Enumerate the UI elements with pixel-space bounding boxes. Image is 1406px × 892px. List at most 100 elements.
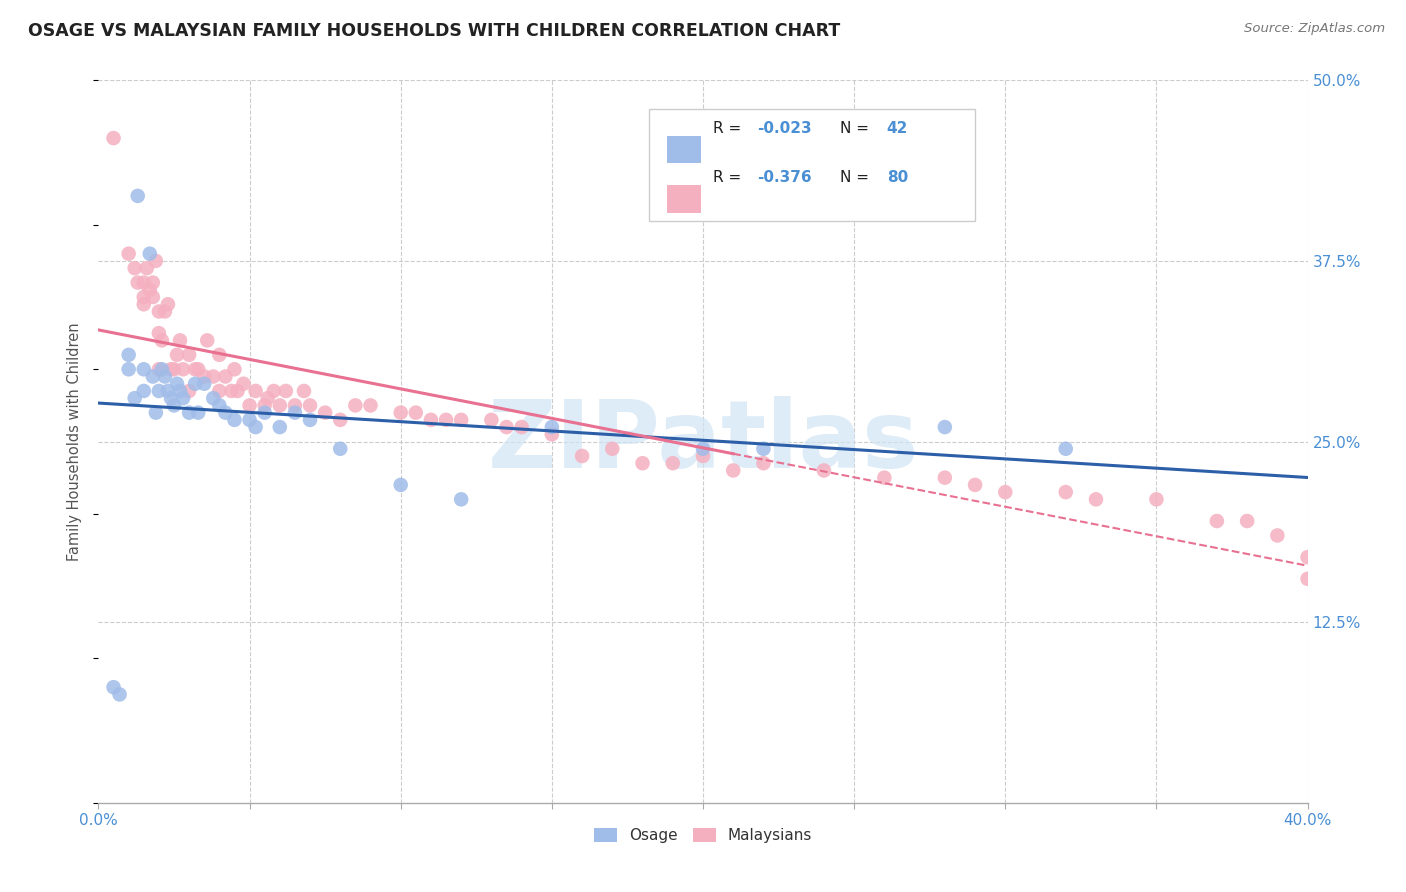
Point	[245, 420, 267, 434]
Point	[193, 376, 215, 391]
Point	[139, 283, 162, 297]
Point	[103, 131, 125, 145]
Point	[284, 406, 307, 420]
Point	[160, 362, 183, 376]
Point	[314, 406, 336, 420]
Point	[132, 297, 155, 311]
Text: -0.376: -0.376	[758, 170, 813, 186]
Point	[224, 362, 246, 376]
Point	[172, 362, 194, 376]
Point	[202, 391, 225, 405]
Point	[245, 384, 267, 398]
Point	[540, 420, 562, 434]
Point	[193, 369, 215, 384]
Point	[135, 261, 157, 276]
Point	[148, 362, 170, 376]
Point	[934, 470, 956, 484]
Point	[256, 391, 278, 405]
Point	[184, 362, 207, 376]
Point	[873, 470, 896, 484]
Text: N =: N =	[839, 121, 873, 136]
Point	[214, 369, 236, 384]
Point	[239, 398, 262, 412]
Point	[269, 398, 291, 412]
Point	[434, 413, 457, 427]
Point	[169, 384, 191, 398]
Point	[994, 485, 1017, 500]
Point	[329, 413, 352, 427]
Point	[752, 442, 775, 456]
Point	[481, 413, 503, 427]
Text: ZIPatlas: ZIPatlas	[488, 395, 918, 488]
Point	[108, 687, 131, 701]
Point	[163, 362, 186, 376]
Point	[118, 362, 141, 376]
Y-axis label: Family Households with Children: Family Households with Children	[67, 322, 83, 561]
Text: OSAGE VS MALAYSIAN FAMILY HOUSEHOLDS WITH CHILDREN CORRELATION CHART: OSAGE VS MALAYSIAN FAMILY HOUSEHOLDS WIT…	[28, 22, 841, 40]
Point	[139, 246, 162, 260]
Point	[118, 348, 141, 362]
Point	[145, 253, 167, 268]
Point	[172, 391, 194, 405]
Point	[813, 463, 835, 477]
Point	[148, 384, 170, 398]
Point	[299, 413, 322, 427]
Point	[269, 420, 291, 434]
FancyBboxPatch shape	[648, 109, 976, 221]
Point	[179, 406, 201, 420]
Point	[118, 246, 141, 260]
Text: 80: 80	[887, 170, 908, 186]
Legend: Osage, Malaysians: Osage, Malaysians	[588, 822, 818, 849]
Point	[103, 680, 125, 694]
Point	[284, 398, 307, 412]
Point	[142, 369, 165, 384]
Point	[187, 406, 209, 420]
Point	[187, 362, 209, 376]
Point	[299, 398, 322, 412]
Point	[153, 369, 176, 384]
Point	[1296, 572, 1319, 586]
Point	[214, 406, 236, 420]
Point	[153, 304, 176, 318]
Point	[1296, 550, 1319, 565]
Point	[184, 376, 207, 391]
Point	[752, 456, 775, 470]
Point	[292, 384, 315, 398]
Point	[132, 362, 155, 376]
Point	[166, 348, 188, 362]
Point	[239, 413, 262, 427]
Point	[179, 348, 201, 362]
Point	[965, 478, 987, 492]
Point	[208, 348, 231, 362]
Point	[450, 492, 472, 507]
Point	[124, 261, 146, 276]
Text: Source: ZipAtlas.com: Source: ZipAtlas.com	[1244, 22, 1385, 36]
Point	[631, 456, 654, 470]
Point	[148, 326, 170, 340]
Point	[150, 362, 173, 376]
Point	[692, 449, 714, 463]
Point	[169, 334, 191, 348]
Point	[166, 376, 188, 391]
Point	[540, 427, 562, 442]
Point	[495, 420, 517, 434]
Point	[156, 297, 179, 311]
Point	[510, 420, 533, 434]
Point	[450, 413, 472, 427]
Text: R =: R =	[713, 121, 745, 136]
Point	[420, 413, 443, 427]
Point	[389, 406, 412, 420]
Point	[329, 442, 352, 456]
Point	[179, 384, 201, 398]
Point	[221, 384, 243, 398]
Point	[127, 189, 149, 203]
Point	[132, 290, 155, 304]
Point	[1236, 514, 1258, 528]
Point	[1085, 492, 1108, 507]
Point	[1267, 528, 1289, 542]
Point	[263, 384, 285, 398]
Point	[661, 456, 683, 470]
Point	[163, 398, 186, 412]
Point	[253, 398, 276, 412]
Text: 42: 42	[887, 121, 908, 136]
